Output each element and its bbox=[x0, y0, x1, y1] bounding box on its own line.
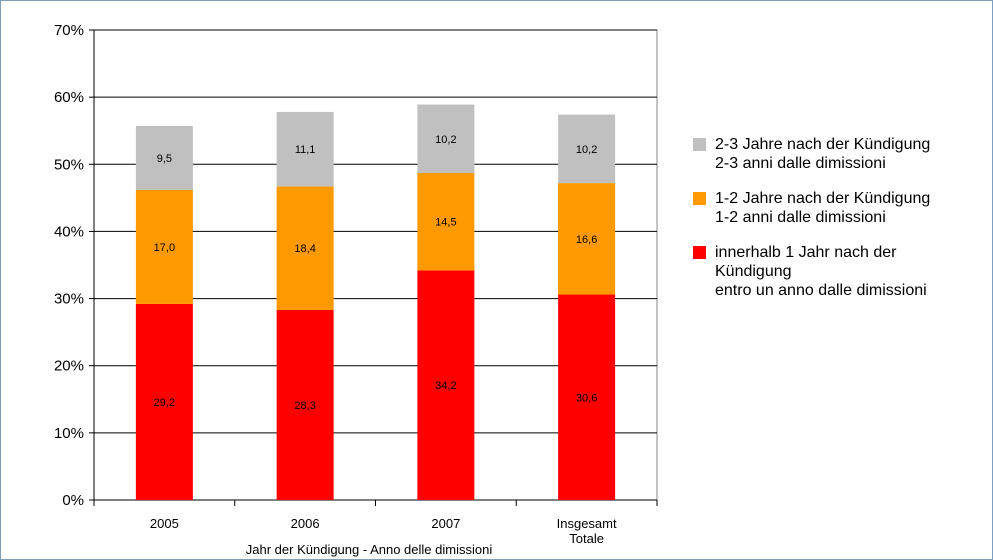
y-tick-label: 50% bbox=[54, 156, 84, 173]
bar-segment bbox=[135, 126, 193, 190]
x-tick-label: Totale bbox=[569, 531, 604, 546]
bar-segment bbox=[417, 104, 475, 174]
data-label: 17,0 bbox=[154, 242, 175, 254]
bar-segment bbox=[558, 114, 616, 184]
legend-item-2-3-years: 2-3 Jahre nach der Kündigung 2-3 anni da… bbox=[693, 135, 988, 173]
bar-segment bbox=[558, 294, 616, 500]
bar-segment bbox=[135, 189, 193, 304]
legend-label-line: Kündigung bbox=[715, 263, 792, 280]
legend-item-1-2-years: 1-2 Jahre nach der Kündigung 1-2 anni da… bbox=[693, 189, 988, 227]
x-tick-label: 2007 bbox=[431, 516, 460, 531]
legend-label-line: 1-2 Jahre nach der Kündigung bbox=[715, 190, 931, 207]
y-tick-label: 10% bbox=[54, 425, 84, 442]
bar-segment bbox=[276, 111, 334, 187]
data-label: 18,4 bbox=[294, 243, 315, 255]
legend-label-line: innerhalb 1 Jahr nach der bbox=[715, 244, 897, 261]
x-axis-title: Jahr der Kündigung - Anno delle dimissio… bbox=[246, 542, 493, 557]
legend-swatch-red bbox=[693, 246, 706, 259]
bar-segment bbox=[417, 173, 475, 271]
y-tick-label: 70% bbox=[54, 22, 84, 39]
legend-label-line: 2-3 Jahre nach der Kündigung bbox=[715, 136, 931, 153]
x-tick-label: Insgesamt bbox=[557, 516, 617, 531]
bar-segment bbox=[276, 309, 334, 500]
data-label: 34,2 bbox=[435, 380, 456, 392]
y-tick-label: 20% bbox=[54, 358, 84, 375]
y-tick-label: 40% bbox=[54, 223, 84, 240]
x-tick-label: 2006 bbox=[291, 516, 320, 531]
data-label: 9,5 bbox=[157, 153, 172, 165]
y-tick-label: 30% bbox=[54, 291, 84, 308]
legend-swatch-gray bbox=[693, 138, 706, 151]
bar-segment bbox=[558, 183, 616, 295]
legend-label-line: 2-3 anni dalle dimissioni bbox=[715, 155, 886, 172]
legend-label-line: 1-2 anni dalle dimissioni bbox=[715, 209, 886, 226]
data-label: 29,2 bbox=[154, 397, 175, 409]
legend-label-line: entro un anno dalle dimissioni bbox=[715, 282, 927, 299]
data-label: 10,2 bbox=[576, 144, 597, 156]
legend-item-within-1-year: innerhalb 1 Jahr nach der Kündigung entr… bbox=[693, 243, 988, 300]
data-label: 11,1 bbox=[295, 144, 316, 156]
bar-segment bbox=[417, 270, 475, 500]
x-tick-label: 2005 bbox=[150, 516, 179, 531]
y-tick-label: 0% bbox=[62, 492, 84, 509]
data-label: 28,3 bbox=[294, 400, 315, 412]
bar-segment bbox=[276, 186, 334, 310]
y-tick-label: 60% bbox=[54, 89, 84, 106]
data-label: 30,6 bbox=[576, 392, 597, 404]
data-label: 10,2 bbox=[435, 134, 456, 146]
data-label: 16,6 bbox=[576, 234, 597, 246]
legend: 2-3 Jahre nach der Kündigung 2-3 anni da… bbox=[693, 135, 988, 316]
data-label: 14,5 bbox=[435, 217, 456, 229]
bar-segment bbox=[135, 303, 193, 500]
legend-swatch-orange bbox=[693, 192, 706, 205]
